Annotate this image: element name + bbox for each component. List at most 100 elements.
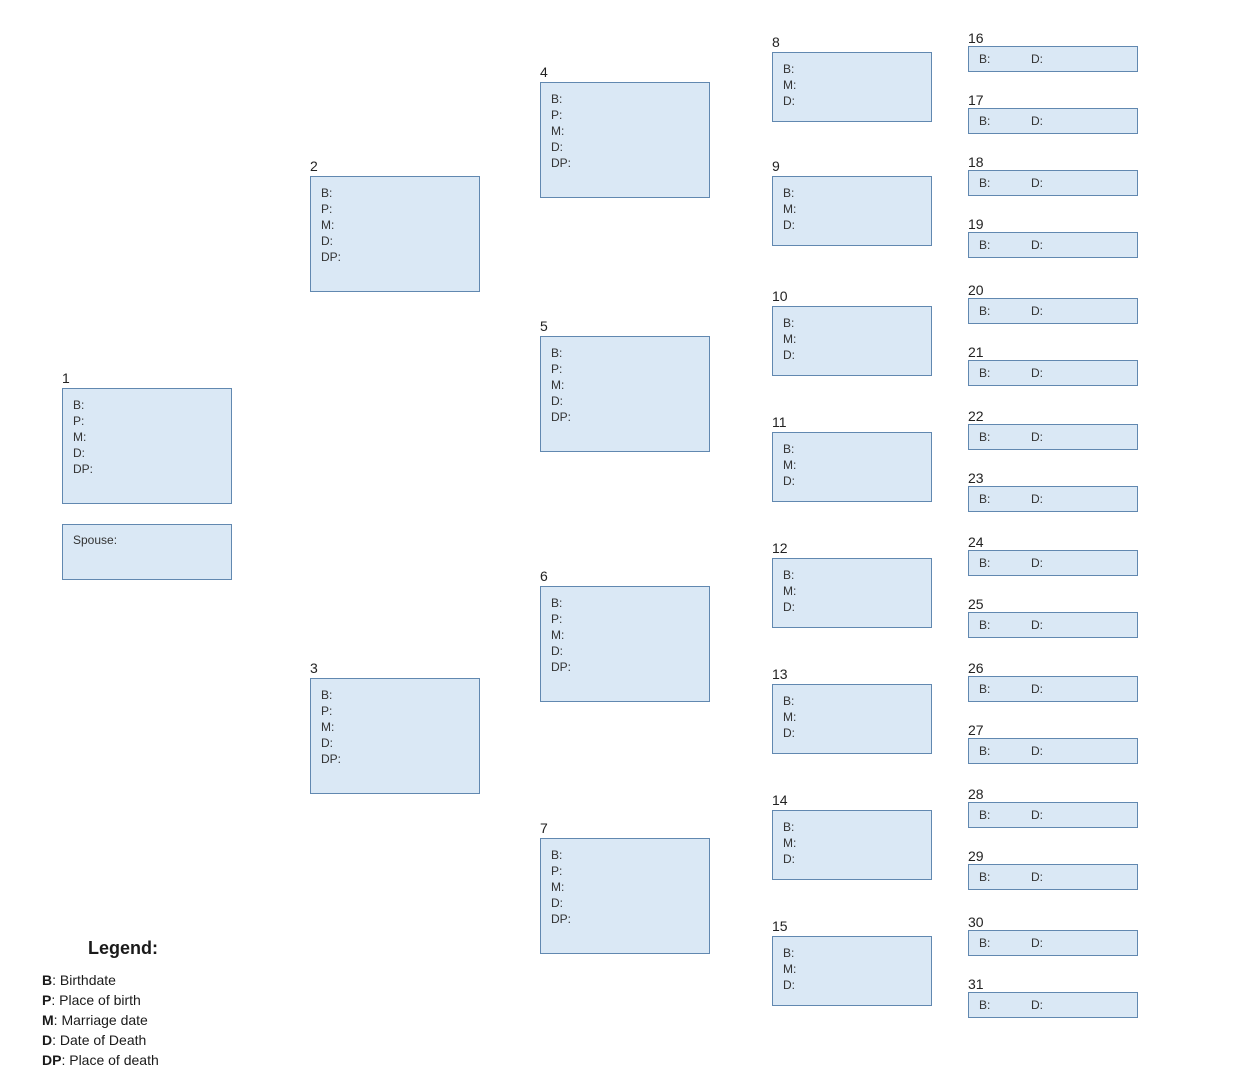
person-3-line-D: D: [321,735,469,751]
person-11-line-M: M: [783,457,921,473]
person-30-bd-line: B:D: [979,935,1127,951]
person-5-line-D: D: [551,393,699,409]
label-D: D: [783,94,798,108]
person-box-11: B: M: D: [772,432,932,502]
label-D: D: [1031,237,1055,253]
label-B: B: [73,398,88,412]
node-number-31: 31 [968,976,984,992]
person-2-line-DP: DP: [321,249,469,265]
label-B: B: [979,237,1007,253]
label-M: M: [321,218,338,232]
person-box-16: B:D: [968,46,1138,72]
node-number-4: 4 [540,64,548,80]
legend-abbr-P: P [42,992,51,1008]
label-DP: DP: [321,250,344,264]
person-box-9: B: M: D: [772,176,932,246]
person-22-bd-line: B:D: [979,429,1127,445]
node-number-29: 29 [968,848,984,864]
person-29-bd-line: B:D: [979,869,1127,885]
person-11-line-B: B: [783,441,921,457]
person-box-13: B: M: D: [772,684,932,754]
person-26-bd-line: B:D: [979,681,1127,697]
label-DP: DP: [551,410,574,424]
person-8-line-B: B: [783,61,921,77]
person-7-line-D: D: [551,895,699,911]
label-D: D: [1031,51,1055,67]
label-D: D: [1031,429,1055,445]
person-box-20: B:D: [968,298,1138,324]
label-D: D: [783,978,798,992]
node-number-27: 27 [968,722,984,738]
person-7-line-B: B: [551,847,699,863]
label-B: B: [783,316,798,330]
label-M: M: [73,430,90,444]
person-3-line-P: P: [321,703,469,719]
person-box-8: B: M: D: [772,52,932,122]
person-4-line-DP: DP: [551,155,699,171]
label-B: B: [979,303,1007,319]
label-D: D: [73,446,88,460]
person-17-bd-line: B:D: [979,113,1127,129]
person-5-line-DP: DP: [551,409,699,425]
node-number-28: 28 [968,786,984,802]
person-1-line-DP: DP: [73,461,221,477]
person-box-27: B:D: [968,738,1138,764]
node-number-21: 21 [968,344,984,360]
person-20-bd-line: B:D: [979,303,1127,319]
person-27-bd-line: B:D: [979,743,1127,759]
person-box-21: B:D: [968,360,1138,386]
label-DP: DP: [551,660,574,674]
node-number-12: 12 [772,540,788,556]
person-box-2: B: P: M: D: DP: [310,176,480,292]
label-D: D: [1031,681,1055,697]
person-6-line-DP: DP: [551,659,699,675]
node-number-26: 26 [968,660,984,676]
legend-row-D: D: Date of Death [42,1030,159,1050]
label-P: P: [321,704,336,718]
label-P: P: [551,362,566,376]
person-4-line-D: D: [551,139,699,155]
legend-meaning-D: Date of Death [60,1032,146,1048]
label-B: B: [321,186,336,200]
label-B: B: [551,92,566,106]
legend-abbr-D: D [42,1032,52,1048]
label-B: B: [551,596,566,610]
node-number-14: 14 [772,792,788,808]
person-2-line-P: P: [321,201,469,217]
node-number-25: 25 [968,596,984,612]
label-DP: DP: [73,462,96,476]
person-box-29: B:D: [968,864,1138,890]
person-8-line-M: M: [783,77,921,93]
person-15-line-D: D: [783,977,921,993]
person-10-line-D: D: [783,347,921,363]
person-5-line-P: P: [551,361,699,377]
person-7-line-M: M: [551,879,699,895]
person-3-line-B: B: [321,687,469,703]
person-box-25: B:D: [968,612,1138,638]
person-box-15: B: M: D: [772,936,932,1006]
person-14-line-M: M: [783,835,921,851]
label-D: D: [551,140,566,154]
node-number-3: 3 [310,660,318,676]
label-D: D: [1031,365,1055,381]
label-M: M: [783,584,800,598]
person-5-line-B: B: [551,345,699,361]
legend-meaning-P: Place of birth [59,992,141,1008]
node-number-20: 20 [968,282,984,298]
label-B: B: [979,617,1007,633]
node-number-1: 1 [62,370,70,386]
label-B: B: [979,869,1007,885]
person-15-line-M: M: [783,961,921,977]
node-number-23: 23 [968,470,984,486]
label-M: M: [783,78,800,92]
person-13-line-D: D: [783,725,921,741]
label-D: D: [783,474,798,488]
person-28-bd-line: B:D: [979,807,1127,823]
label-D: D: [1031,175,1055,191]
label-D: D: [1031,743,1055,759]
node-number-7: 7 [540,820,548,836]
label-D: D: [783,600,798,614]
node-number-5: 5 [540,318,548,334]
person-7-line-DP: DP: [551,911,699,927]
label-D: D: [783,852,798,866]
